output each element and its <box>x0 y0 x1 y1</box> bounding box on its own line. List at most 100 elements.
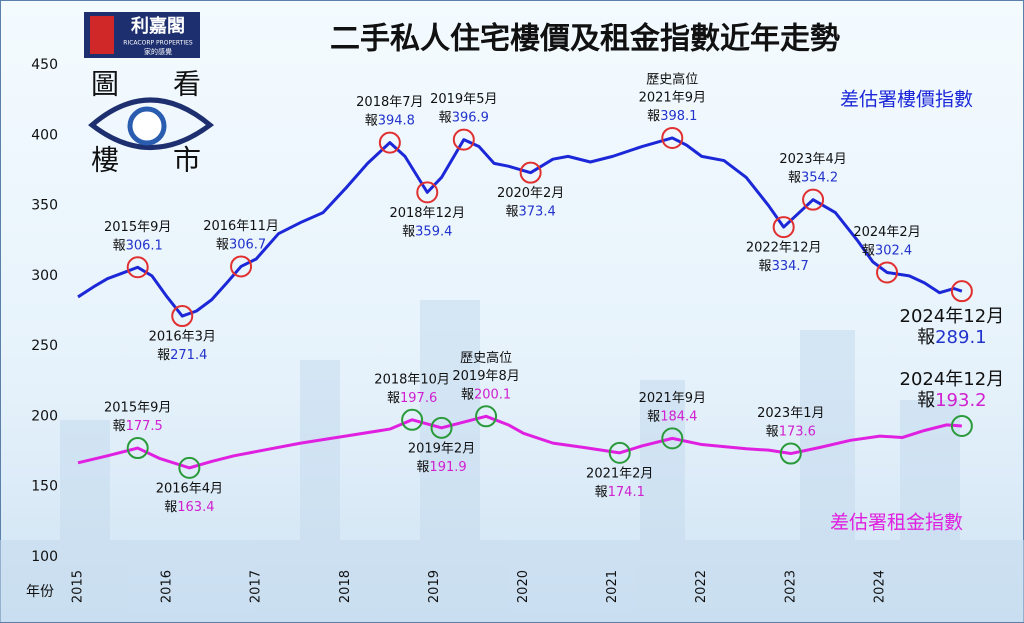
annotation-date: 2021年9月 <box>639 391 706 406</box>
annotation-value: 報177.5 <box>113 419 163 434</box>
annotation-date: 2019年5月 <box>430 92 497 107</box>
point-marker <box>230 255 253 278</box>
x-tick-label: 2021 <box>605 570 620 603</box>
x-axis-label: 年份 <box>26 584 54 600</box>
series-line <box>77 414 962 470</box>
company: 利嘉閣 <box>131 15 185 37</box>
annotation-date: 2021年2月 <box>586 466 653 481</box>
point-marker <box>430 416 453 439</box>
annotation-number: 174.1 <box>608 484 645 499</box>
x-tick-label: 2019 <box>427 570 442 603</box>
annotation-number: 373.4 <box>519 204 556 219</box>
annotation-date: 2022年12月 <box>746 241 822 256</box>
y-tick-label: 250 <box>31 338 58 354</box>
annotation-prefix: 報 <box>917 390 935 411</box>
annotation-value: 報193.2 <box>917 390 987 411</box>
y-tick-label: 400 <box>31 127 58 143</box>
annotation-date: 2015年9月 <box>104 220 171 235</box>
logo: 利嘉閣 RICACORP PROPERTIES 家的感覺 圖 看 樓 市 <box>84 12 215 177</box>
annotation-date: 2018年12月 <box>389 206 465 221</box>
annotation-prefix: 報 <box>113 238 126 253</box>
annotation-value: 報398.1 <box>647 108 697 123</box>
annotation-prefix: 報 <box>387 390 400 405</box>
point-marker <box>950 280 973 303</box>
annotation-prefix: 報 <box>439 110 452 125</box>
annotation-date: 2023年1月 <box>757 406 824 421</box>
company-en: RICACORP PROPERTIES <box>123 40 193 47</box>
annotation-value: 報396.9 <box>439 110 489 125</box>
annotation-number: 354.2 <box>801 170 838 185</box>
annotation-date: 2019年8月 <box>452 369 519 384</box>
x-tick-label: 2022 <box>694 570 709 603</box>
annotation-value: 報354.2 <box>788 170 838 185</box>
annotation-date: 2024年12月 <box>900 306 1005 327</box>
logo-icon <box>90 16 114 54</box>
badge-char: 市 <box>173 144 201 177</box>
annotation-number: 271.4 <box>170 348 207 363</box>
annotation-prefix: 報 <box>647 409 660 424</box>
annotation-date: 2018年10月 <box>374 372 450 387</box>
annotation-number: 394.8 <box>378 113 415 128</box>
x-tick-label: 2024 <box>872 570 887 603</box>
annotation-prefix: 報 <box>759 259 772 274</box>
legend-entry: 差估署租金指數 <box>830 512 963 534</box>
annotation-number: 197.6 <box>400 390 437 405</box>
annotation-value: 報184.4 <box>647 409 697 424</box>
annotation-value: 報173.6 <box>766 424 816 439</box>
annotation-number: 177.5 <box>126 419 163 434</box>
y-tick-label: 150 <box>31 479 58 495</box>
annotation-number: 289.1 <box>935 327 987 348</box>
annotation-note: 歷史高位 <box>460 350 512 366</box>
annotation-prefix: 報 <box>416 459 429 474</box>
badge-char: 圖 <box>91 68 119 101</box>
eye-iris <box>127 106 167 146</box>
x-tick-label: 2016 <box>160 570 175 603</box>
y-tick-label: 300 <box>31 268 58 284</box>
annotation-date: 2021年9月 <box>639 90 706 105</box>
annotation-date: 2024年12月 <box>900 369 1005 390</box>
chart-title: 二手私人住宅樓價及租金指數近年走勢 <box>330 22 840 57</box>
annotation-number: 334.7 <box>772 259 809 274</box>
point-marker <box>661 427 684 450</box>
annotation-value: 報197.6 <box>387 390 437 405</box>
annotation-date: 2019年2月 <box>408 441 475 456</box>
point-marker <box>126 256 149 279</box>
x-tick-label: 2018 <box>338 570 353 603</box>
annotation-prefix: 報 <box>506 204 519 219</box>
annotation-prefix: 報 <box>461 387 474 402</box>
point-marker <box>772 216 795 239</box>
y-tick-label: 450 <box>31 57 58 73</box>
annotation-value: 報289.1 <box>917 327 987 348</box>
annotation-value: 報200.1 <box>461 387 511 402</box>
annotation-value: 報271.4 <box>157 348 207 363</box>
annotation-prefix: 報 <box>113 419 126 434</box>
point-marker <box>171 305 194 328</box>
annotation-prefix: 報 <box>365 113 378 128</box>
skyline <box>0 300 1024 622</box>
point-marker <box>475 405 498 428</box>
point-marker <box>608 441 631 464</box>
annotation-number: 200.1 <box>474 387 511 402</box>
point-marker <box>876 261 899 284</box>
y-tick-label: 350 <box>31 198 58 214</box>
annotation-number: 173.6 <box>779 424 816 439</box>
annotation-number: 359.4 <box>415 224 452 239</box>
annotation-note: 歷史高位 <box>646 71 698 87</box>
annotation-date: 2024年2月 <box>853 225 920 240</box>
annotation-value: 報174.1 <box>595 484 645 499</box>
annotation-prefix: 報 <box>766 424 779 439</box>
point-marker <box>401 408 424 431</box>
annotation-prefix: 報 <box>862 243 875 258</box>
point-marker <box>416 181 439 204</box>
point-marker <box>802 188 825 211</box>
point-marker <box>378 131 401 154</box>
series-line <box>77 136 963 318</box>
annotation-prefix: 報 <box>402 224 415 239</box>
annotation-value: 報334.7 <box>759 259 809 274</box>
x-tick-label: 2015 <box>71 570 86 603</box>
badge-char: 樓 <box>91 144 119 177</box>
annotation-number: 396.9 <box>452 110 489 125</box>
x-tick-label: 2020 <box>516 570 531 603</box>
point-marker <box>178 456 201 479</box>
